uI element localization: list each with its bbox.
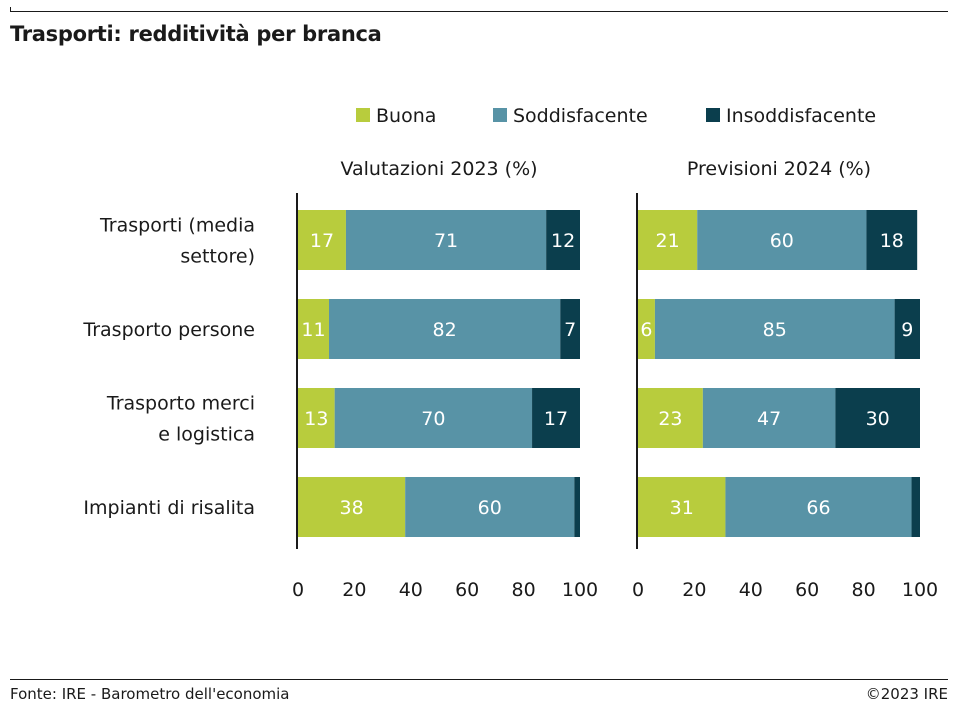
x-tick-label-2-6: 100 [902,579,938,601]
bar-1-2-buona [298,299,330,359]
x-tick-label-1-1: 0 [292,579,304,601]
bar-2-3-insoddisfacente [835,388,920,448]
bar-1-4-soddisfacente [405,477,575,537]
bar-value-label-1-3-3: 17 [544,408,568,430]
footer-rule [10,679,948,680]
category-label-3-line-2: e logistica [158,424,255,446]
header-tick [10,7,11,11]
bar-value-label-2-4-1: 31 [670,497,694,519]
bar-value-label-2-2-2: 85 [763,319,787,341]
bar-2-4-buona [638,477,726,537]
bar-value-label-2-1-2: 60 [770,230,794,252]
category-label-2: Trasporto persone [82,319,255,341]
bar-value-label-1-2-2: 82 [433,319,457,341]
x-tick-label-1-6: 100 [562,579,598,601]
bar-1-2-insoddisfacente [560,299,580,359]
bar-value-label-1-1-3: 12 [551,230,575,252]
bar-2-1-insoddisfacente [866,210,918,270]
x-tick-label-2-3: 40 [739,579,763,601]
panel-title-1: Valutazioni 2023 (%) [340,158,537,180]
bar-value-label-2-1-3: 18 [880,230,904,252]
legend-swatch-2 [493,108,507,122]
bar-value-label-1-2-3: 7 [564,319,576,341]
x-tick-label-1-5: 80 [512,579,536,601]
x-tick-label-1-4: 60 [455,579,479,601]
legend-swatch-1 [356,108,370,122]
bar-1-3-soddisfacente [334,388,533,448]
bar-1-2-soddisfacente [329,299,561,359]
header-rule [10,11,948,12]
copyright-note: ©2023 IRE [865,685,948,703]
bar-value-label-2-3-1: 23 [658,408,682,430]
bar-value-label-2-2-3: 9 [901,319,913,341]
legend-swatch-3 [706,108,720,122]
bar-1-4-insoddisfacente [574,477,580,537]
x-tick-label-2-5: 80 [852,579,876,601]
bar-2-4-soddisfacente [725,477,912,537]
bar-value-label-1-3-2: 70 [421,408,445,430]
bar-1-1-soddisfacente [345,210,547,270]
bar-value-label-2-3-3: 30 [866,408,890,430]
bar-value-label-1-1-2: 71 [434,230,458,252]
bar-1-4-buona [298,477,406,537]
x-tick-label-2-1: 0 [632,579,644,601]
bar-value-label-1-1-1: 17 [310,230,334,252]
bar-value-label-1-4-2: 60 [478,497,502,519]
bar-value-label-1-4-1: 38 [339,497,363,519]
category-label-1-line-1: Trasporti (media [99,215,255,237]
legend-label-3: Insoddisfacente [726,105,876,127]
bar-2-1-soddisfacente [697,210,867,270]
bar-2-3-soddisfacente [702,388,836,448]
x-tick-label-1-3: 40 [399,579,423,601]
x-tick-label-2-2: 20 [682,579,706,601]
legend-label-1: Buona [376,105,436,127]
bar-value-label-1-2-1: 11 [301,319,325,341]
category-label-1-line-2: settore) [180,246,255,268]
x-tick-label-2-4: 60 [795,579,819,601]
bar-value-label-2-3-2: 47 [757,408,781,430]
legend-label-2: Soddisfacente [513,105,648,127]
category-label-3-line-1: Trasporto merci [106,393,255,415]
bar-1-1-buona [298,210,346,270]
panel-title-2: Previsioni 2024 (%) [687,158,871,180]
chart-title: Trasporti: redditività per branca [10,22,382,46]
bar-2-3-buona [638,388,703,448]
bar-1-3-insoddisfacente [532,388,580,448]
bar-1-1-insoddisfacente [546,210,580,270]
bar-2-2-insoddisfacente [894,299,920,359]
x-tick-label-1-2: 20 [342,579,366,601]
bar-2-2-buona [638,299,655,359]
bar-1-3-buona [298,388,335,448]
bar-value-label-1-3-1: 13 [304,408,328,430]
bar-value-label-2-2-1: 6 [640,319,652,341]
bar-2-1-buona [638,210,698,270]
bar-value-label-2-1-1: 21 [656,230,680,252]
source-note: Fonte: IRE - Barometro dell'economia [10,685,290,703]
bar-value-label-2-4-2: 66 [806,497,830,519]
bar-2-2-soddisfacente [654,299,895,359]
category-label-4: Impianti di risalita [83,497,255,519]
bar-2-4-insoddisfacente [911,477,920,537]
